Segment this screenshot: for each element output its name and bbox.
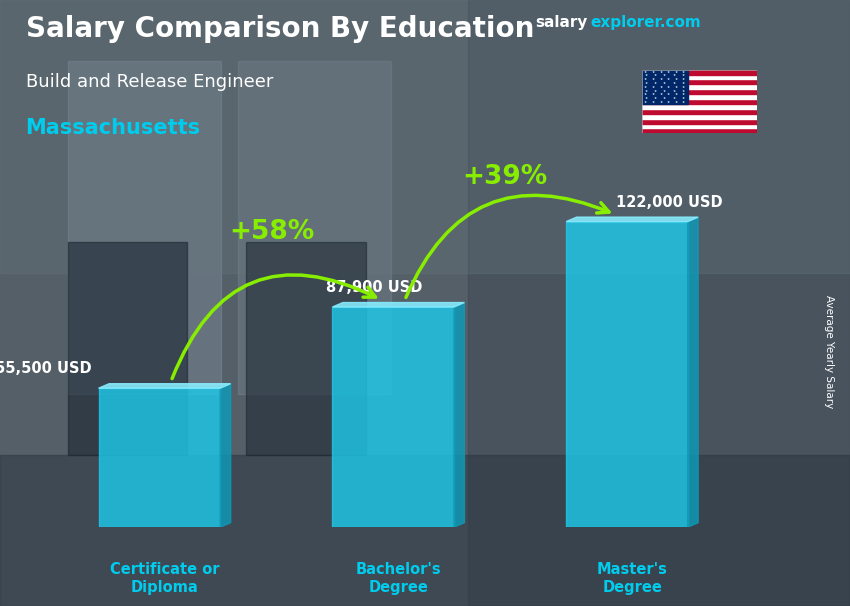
Text: ★: ★ (660, 93, 662, 96)
Text: ★: ★ (675, 93, 677, 96)
Bar (468, 0, 850, 606)
Text: ★: ★ (682, 81, 684, 85)
Bar (68, 61, 221, 394)
Text: ★: ★ (672, 88, 676, 93)
Text: ★: ★ (652, 100, 654, 104)
Bar (0, 0, 850, 273)
Bar (238, 61, 391, 394)
Text: ★: ★ (645, 73, 648, 78)
Text: ★: ★ (645, 88, 648, 93)
Polygon shape (688, 217, 698, 527)
Text: ★: ★ (645, 81, 648, 85)
Text: ★: ★ (660, 100, 662, 104)
Bar (642, 99, 756, 104)
Bar (642, 89, 756, 94)
Text: ★: ★ (683, 77, 685, 81)
Text: ★: ★ (683, 70, 685, 73)
Text: Certificate or
Diploma: Certificate or Diploma (110, 562, 219, 594)
Bar (566, 222, 688, 527)
Text: ★: ★ (652, 77, 654, 81)
Bar (642, 109, 756, 114)
Text: ★: ★ (654, 96, 657, 100)
Bar (0, 454, 850, 606)
Text: ★: ★ (654, 88, 657, 93)
Text: ★: ★ (645, 96, 648, 100)
Text: ★: ★ (667, 85, 670, 89)
Text: ★: ★ (683, 93, 685, 96)
Text: ★: ★ (667, 77, 670, 81)
Bar (642, 94, 756, 99)
Text: Master's
Degree: Master's Degree (597, 562, 667, 594)
Text: ★: ★ (654, 73, 657, 78)
Text: Build and Release Engineer: Build and Release Engineer (26, 73, 273, 91)
Bar (246, 242, 366, 454)
Text: ★: ★ (644, 77, 647, 81)
Text: ★: ★ (667, 93, 670, 96)
Text: ★: ★ (660, 77, 662, 81)
Text: ★: ★ (682, 88, 684, 93)
Bar (642, 124, 756, 128)
Text: ★: ★ (660, 85, 662, 89)
Text: ★: ★ (652, 93, 654, 96)
Text: +58%: +58% (229, 219, 314, 245)
Text: salary: salary (536, 15, 588, 30)
Bar (642, 70, 756, 75)
Text: ★: ★ (663, 81, 666, 85)
Text: ★: ★ (644, 93, 647, 96)
Text: ★: ★ (652, 85, 654, 89)
Text: +39%: +39% (462, 164, 548, 190)
Bar (332, 307, 454, 527)
Text: ★: ★ (644, 85, 647, 89)
Bar (642, 70, 688, 104)
Text: ★: ★ (682, 73, 684, 78)
Text: Salary Comparison By Education: Salary Comparison By Education (26, 15, 534, 43)
Bar (68, 242, 187, 454)
Text: ★: ★ (672, 73, 676, 78)
Text: ★: ★ (672, 96, 676, 100)
Text: ★: ★ (644, 70, 647, 73)
Text: ★: ★ (644, 100, 647, 104)
Bar (642, 119, 756, 124)
Text: ★: ★ (682, 96, 684, 100)
Polygon shape (566, 217, 698, 222)
Text: ★: ★ (672, 81, 676, 85)
Bar (642, 104, 756, 109)
Polygon shape (454, 302, 464, 527)
Text: ★: ★ (667, 100, 670, 104)
Bar (642, 114, 756, 119)
Bar (642, 84, 756, 89)
Text: ★: ★ (660, 70, 662, 73)
Text: Bachelor's
Degree: Bachelor's Degree (355, 562, 441, 594)
Text: ★: ★ (667, 70, 670, 73)
Polygon shape (332, 302, 464, 307)
Text: explorer.com: explorer.com (591, 15, 701, 30)
Text: ★: ★ (663, 88, 666, 93)
Bar (99, 388, 220, 527)
Polygon shape (220, 384, 230, 527)
Bar (642, 79, 756, 84)
Text: 87,900 USD: 87,900 USD (326, 280, 422, 295)
Text: ★: ★ (654, 81, 657, 85)
Text: ★: ★ (675, 70, 677, 73)
Text: ★: ★ (675, 100, 677, 104)
Bar (642, 128, 756, 133)
Text: 55,500 USD: 55,500 USD (0, 361, 92, 376)
Polygon shape (99, 384, 230, 388)
Text: ★: ★ (683, 85, 685, 89)
Text: 122,000 USD: 122,000 USD (615, 195, 722, 210)
Text: ★: ★ (652, 70, 654, 73)
Text: ★: ★ (663, 73, 666, 78)
Bar (642, 75, 756, 79)
Text: Massachusetts: Massachusetts (26, 118, 201, 138)
Text: ★: ★ (683, 100, 685, 104)
Text: ★: ★ (675, 85, 677, 89)
Text: ★: ★ (675, 77, 677, 81)
Text: ★: ★ (663, 96, 666, 100)
Text: Average Yearly Salary: Average Yearly Salary (824, 295, 834, 408)
